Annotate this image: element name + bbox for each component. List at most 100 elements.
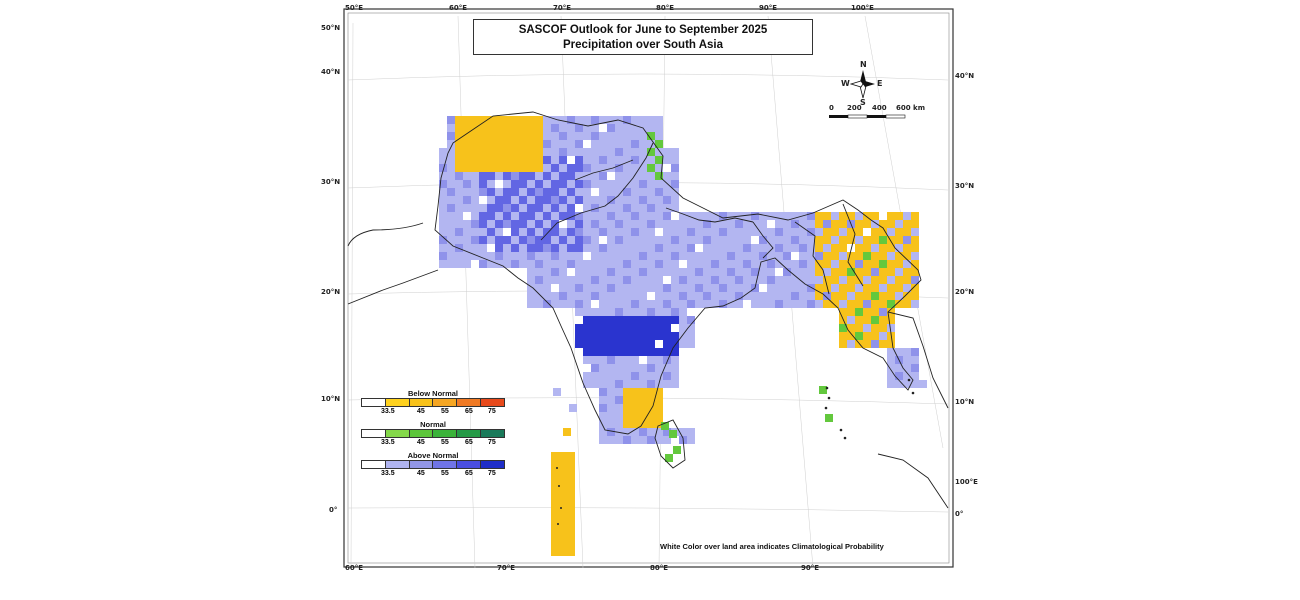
grid-cell (791, 260, 799, 268)
grid-cell (711, 268, 719, 276)
grid-cell (623, 284, 631, 292)
grid-cell (887, 324, 895, 332)
legend-tick: 33.5 (381, 408, 395, 415)
grid-cell (831, 228, 839, 236)
grid-cell (871, 220, 879, 228)
grid-cell (551, 244, 559, 252)
grid-cell (567, 524, 575, 532)
grid-cell (647, 420, 655, 428)
grid-cell (631, 356, 639, 364)
grid-cell (623, 372, 631, 380)
grid-cell (911, 260, 919, 268)
grid-cell (711, 260, 719, 268)
grid-cell (527, 132, 535, 140)
grid-cell (903, 292, 911, 300)
grid-cell (607, 148, 615, 156)
grid-cell (575, 204, 583, 212)
grid-cell (647, 124, 655, 132)
grid-cell (895, 284, 903, 292)
grid-cell (511, 260, 519, 268)
grid-cell (519, 228, 527, 236)
grid-cell (639, 396, 647, 404)
grid-cell (607, 316, 615, 324)
grid-cell (567, 252, 575, 260)
grid-cell (511, 188, 519, 196)
legend-swatch (457, 399, 482, 406)
grid-cell (535, 276, 543, 284)
grid-cell (575, 292, 583, 300)
grid-cell (623, 396, 631, 404)
grid-cell (583, 364, 591, 372)
grid-cell (535, 188, 543, 196)
grid-cell (591, 220, 599, 228)
grid-cell (903, 300, 911, 308)
grid-cell (559, 196, 567, 204)
grid-cell (607, 252, 615, 260)
grid-cell (783, 300, 791, 308)
grid-cell (903, 276, 911, 284)
grid-cell (551, 188, 559, 196)
grid-cell (607, 300, 615, 308)
grid-cell (559, 124, 567, 132)
grid-cell (775, 252, 783, 260)
grid-cell (711, 212, 719, 220)
lat-label-left-30: 30°N (321, 178, 341, 186)
grid-cell (487, 180, 495, 188)
grid-cell (807, 300, 815, 308)
grid-cell (575, 268, 583, 276)
grid-cell (895, 236, 903, 244)
grid-cell (655, 212, 663, 220)
grid-cell (791, 252, 799, 260)
grid-cell (543, 196, 551, 204)
grid-cell (583, 196, 591, 204)
grid-cell (487, 236, 495, 244)
grid-cell (439, 228, 447, 236)
grid-cell (615, 300, 623, 308)
grid-cell (647, 300, 655, 308)
grid-cell (623, 404, 631, 412)
lat-label-left-20: 20°N (321, 288, 341, 296)
grid-cell (591, 236, 599, 244)
grid-cell (679, 212, 687, 220)
grid-cell (583, 292, 591, 300)
grid-cell (791, 276, 799, 284)
grid-cell (775, 292, 783, 300)
grid-cell (527, 260, 535, 268)
grid-cell (895, 212, 903, 220)
grid-cell (871, 308, 879, 316)
grid-cell (567, 500, 575, 508)
grid-cell (775, 236, 783, 244)
grid-cell (607, 236, 615, 244)
grid-cell (847, 324, 855, 332)
grid-cell (447, 172, 455, 180)
grid-cell (607, 188, 615, 196)
grid-cell (527, 236, 535, 244)
grid-cell (471, 180, 479, 188)
grid-cell (615, 244, 623, 252)
grid-cell (855, 228, 863, 236)
grid-cell (823, 284, 831, 292)
grid-cell (583, 220, 591, 228)
map-frame: SASCOF Outlook for June to September 202… (321, 4, 978, 572)
grid-cell (623, 268, 631, 276)
grid-cell (479, 212, 487, 220)
grid-cell (655, 180, 663, 188)
grid-cell (543, 188, 551, 196)
grid-cell (895, 228, 903, 236)
grid-cell (655, 268, 663, 276)
grid-cell (487, 204, 495, 212)
grid-cell (655, 324, 663, 332)
grid-cell (879, 340, 887, 348)
grid-cell (727, 276, 735, 284)
grid-cell (591, 300, 599, 308)
grid-cell (863, 340, 871, 348)
grid-cell (847, 228, 855, 236)
grid-cell (519, 260, 527, 268)
grid-cell (671, 332, 679, 340)
grid-cell (511, 132, 519, 140)
grid-cell (615, 236, 623, 244)
grid-cell (775, 244, 783, 252)
grid-cell (799, 260, 807, 268)
grid-cell (559, 452, 567, 460)
grid-cell (695, 220, 703, 228)
